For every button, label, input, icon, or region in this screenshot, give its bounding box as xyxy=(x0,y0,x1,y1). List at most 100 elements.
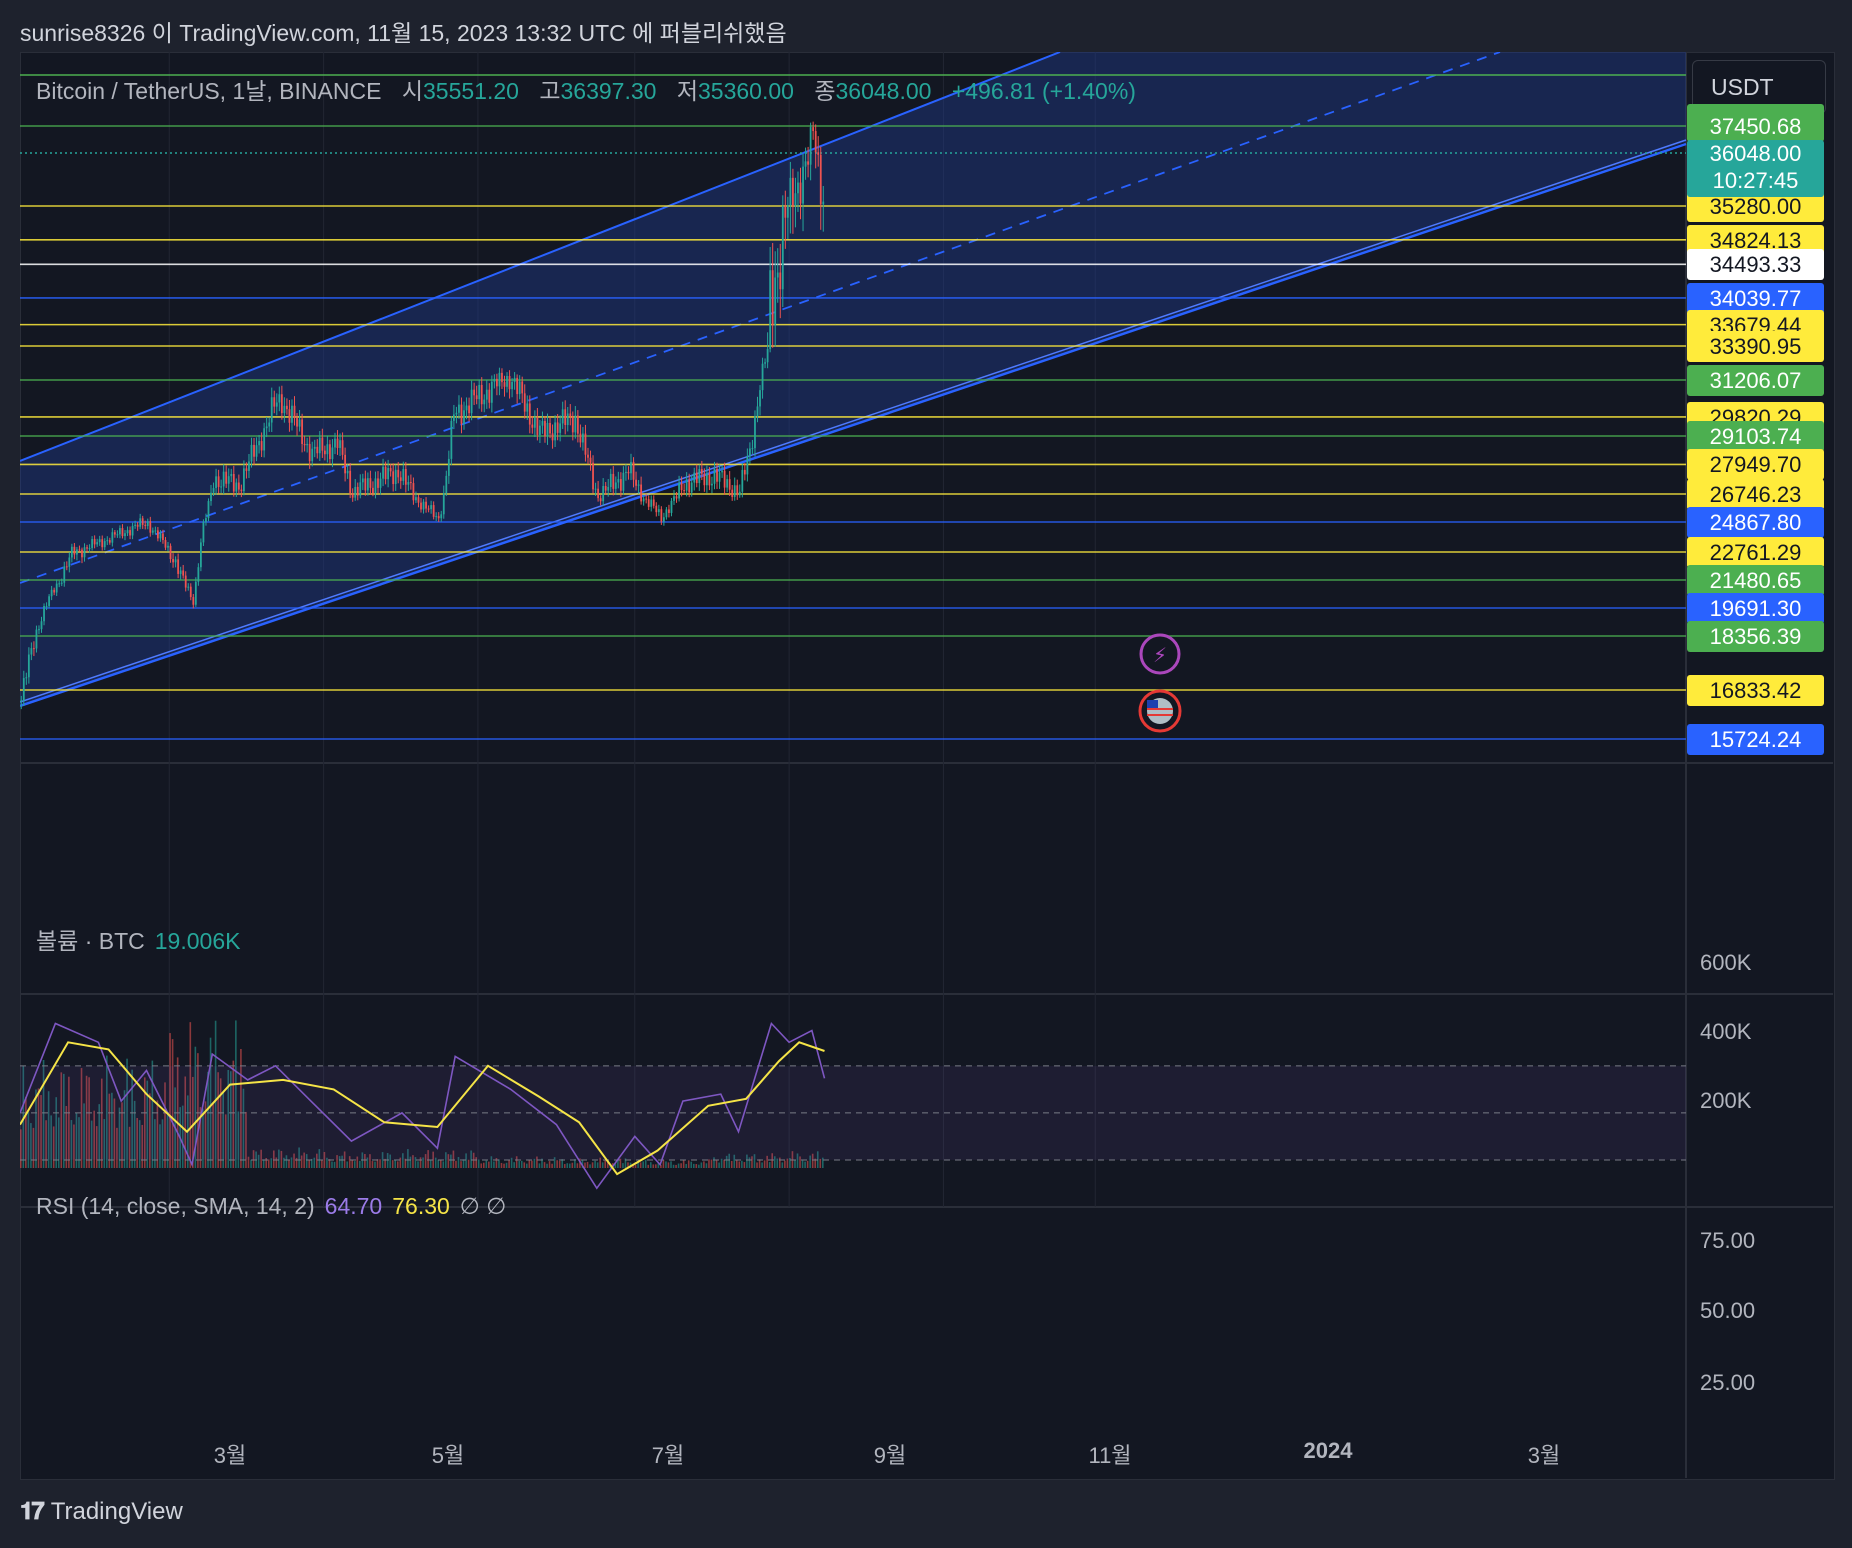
candle-body xyxy=(372,487,374,494)
current-price-value: 36048.00 xyxy=(1709,141,1802,166)
volume-bar xyxy=(78,1117,80,1168)
price-level-tag: 26746.23 xyxy=(1687,479,1824,510)
volume-bar xyxy=(149,1093,151,1168)
candle-body xyxy=(680,483,683,491)
candle-body xyxy=(513,377,516,382)
candle-body xyxy=(220,486,223,488)
candle-body xyxy=(306,443,309,446)
candle-body xyxy=(93,539,96,545)
volume-bar xyxy=(710,1159,713,1168)
candle-body xyxy=(695,472,698,484)
candle-body xyxy=(27,654,30,678)
candle-body xyxy=(549,422,551,434)
volume-bar xyxy=(730,1160,733,1168)
candle-body xyxy=(792,177,794,206)
candle-body xyxy=(786,205,789,218)
candle-body xyxy=(485,389,488,400)
candle-body xyxy=(705,473,708,486)
footer-brand[interactable]: 𝟏𝟕 TradingView xyxy=(20,1498,183,1526)
regression-channel-fill xyxy=(20,52,1686,706)
candle-body xyxy=(700,469,703,474)
candle-body xyxy=(460,404,463,424)
event-icon-group: ⚡ xyxy=(1138,633,1182,733)
volume-bar xyxy=(748,1157,751,1168)
volume-bar xyxy=(47,1091,50,1168)
volume-bar xyxy=(37,1088,40,1168)
volume-bar xyxy=(288,1160,290,1168)
volume-bar xyxy=(396,1161,399,1168)
rsi-sma-value: 76.30 xyxy=(392,1193,450,1219)
candle-body xyxy=(387,468,390,480)
us-flag-canton xyxy=(1147,700,1158,708)
candle-body xyxy=(602,486,605,502)
rsi-tick: 75.00 xyxy=(1700,1228,1756,1253)
candle-body xyxy=(612,473,615,489)
candle-body xyxy=(614,482,617,489)
volume-bar xyxy=(143,1077,146,1168)
price-level-tag: 29103.74 xyxy=(1687,421,1824,452)
candle-body xyxy=(149,521,152,533)
volume-bar xyxy=(462,1159,465,1168)
low-value: 35360.00 xyxy=(697,78,794,104)
candle-body xyxy=(587,454,589,458)
candle-body xyxy=(268,422,271,427)
candle-body xyxy=(409,482,412,484)
candle-body xyxy=(88,548,91,550)
candle-body xyxy=(713,469,716,484)
chart-canvas[interactable]: ⚡ xyxy=(20,52,1833,1478)
change-value: +496.81 (+1.40%) xyxy=(951,78,1136,104)
volume-bar xyxy=(746,1154,748,1168)
x-axis-tick: 3월 xyxy=(213,1443,247,1468)
volume-bar xyxy=(250,1159,252,1168)
candle-body xyxy=(528,403,531,425)
candle-body xyxy=(210,492,212,502)
volume-bar xyxy=(799,1156,801,1168)
candle-body xyxy=(126,530,129,534)
volume-bar xyxy=(111,1092,113,1168)
volume-bar xyxy=(695,1164,698,1168)
volume-bar xyxy=(278,1149,280,1168)
candle-body xyxy=(177,559,180,574)
volume-bar xyxy=(103,1119,106,1168)
candle-body xyxy=(804,161,807,167)
volume-bar xyxy=(222,1092,224,1168)
volume-bar xyxy=(566,1163,569,1168)
volume-bar xyxy=(68,1076,70,1168)
volume-bar xyxy=(270,1158,273,1168)
volume-bar xyxy=(369,1154,371,1168)
volume-bar xyxy=(465,1153,467,1168)
candle-body xyxy=(48,596,50,606)
volume-bar xyxy=(624,1158,627,1168)
volume-bar xyxy=(52,1126,55,1168)
volume-bar xyxy=(470,1150,472,1168)
volume-bar xyxy=(518,1161,521,1168)
volume-bar xyxy=(801,1160,804,1168)
volume-bar xyxy=(622,1163,624,1168)
candle-body xyxy=(108,540,111,543)
candle-body xyxy=(769,270,772,350)
candle-body xyxy=(506,375,508,387)
candle-body xyxy=(415,497,417,501)
volume-bar xyxy=(553,1157,556,1168)
volume-bar xyxy=(100,1078,103,1168)
volume-bar xyxy=(161,1119,164,1168)
volume-bar xyxy=(348,1156,351,1168)
candle-body xyxy=(151,530,154,533)
candle-body xyxy=(250,444,253,462)
rsi-tick: 50.00 xyxy=(1700,1298,1756,1323)
volume-bar xyxy=(265,1157,268,1168)
candle-body xyxy=(726,479,729,488)
volume-bar xyxy=(138,1120,141,1168)
volume-bar xyxy=(619,1158,622,1168)
candle-body xyxy=(483,399,486,405)
volume-bar xyxy=(804,1161,806,1168)
volume-bar xyxy=(586,1161,589,1168)
volume-bar xyxy=(409,1156,412,1168)
volume-bar xyxy=(232,1060,235,1168)
candle-body xyxy=(81,549,83,558)
candle-body xyxy=(812,127,815,132)
candle-body xyxy=(508,375,511,390)
volume-bar xyxy=(667,1162,670,1168)
candle-body xyxy=(594,488,597,490)
candle-body xyxy=(422,501,425,510)
